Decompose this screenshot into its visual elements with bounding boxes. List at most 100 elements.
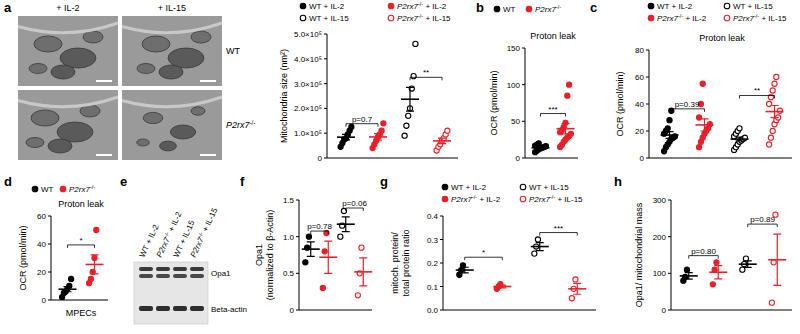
data-point: [573, 277, 578, 282]
data-point: [69, 276, 74, 281]
y-tick: [296, 310, 299, 311]
data-point: [94, 227, 99, 232]
legend-label: P2rx7-/-: [535, 4, 561, 14]
mean-line: [680, 275, 698, 277]
x-axis-label: MPECs: [66, 308, 97, 318]
organelle: [34, 36, 62, 52]
y-tick-label: 3.0×10⁵: [294, 80, 322, 89]
data-point: [413, 41, 418, 46]
significance-bracket: [740, 95, 775, 98]
micrograph: [122, 90, 222, 160]
y-axis-label: OCR (pmol/min): [615, 71, 625, 136]
legend-label: WT + IL-2: [451, 183, 487, 192]
y-tick-label: 0.4: [427, 212, 439, 221]
data-point: [569, 296, 574, 301]
y-tick-label: 60: [635, 73, 644, 82]
organelle: [191, 31, 211, 43]
micrograph: [18, 16, 118, 86]
y-tick: [646, 131, 649, 132]
y-axis-label: Opa1: [254, 244, 264, 266]
text-part: + IL-2: [477, 195, 500, 204]
organelle: [31, 110, 59, 126]
text-part: P2rx7: [397, 2, 418, 11]
panel-letter: a: [4, 0, 12, 15]
band: [156, 267, 170, 271]
data-point: [306, 234, 311, 239]
legend-label: WT: [503, 5, 516, 14]
y-tick-label: 20: [635, 127, 644, 136]
x-axis: [443, 310, 596, 311]
y-tick: [668, 273, 671, 274]
y-tick: [296, 273, 299, 274]
y-tick: [646, 104, 649, 105]
y-axis-label: mitoch. protein/: [390, 232, 400, 294]
legend-label: P2rx7-/- + IL-15: [733, 13, 787, 23]
mean-line: [696, 124, 714, 126]
y-tick: [668, 236, 671, 237]
y-tick-label: 1.0×10⁵: [294, 129, 322, 138]
legend-label: P2rx7-/- + IL-15: [397, 13, 451, 23]
band: [156, 306, 170, 311]
data-point: [404, 123, 409, 128]
data-point: [772, 81, 777, 86]
plot-data: [59, 227, 104, 299]
y-tick: [440, 286, 443, 287]
y-tick: [522, 158, 525, 159]
text-part: P2rx7: [69, 185, 90, 194]
band: [190, 306, 204, 311]
band: [173, 267, 187, 271]
y-tick-label: 0.3: [427, 236, 439, 245]
micrograph: [122, 16, 222, 86]
y-tick: [668, 200, 671, 201]
legend-label: WT + IL-15: [529, 183, 569, 192]
y-tick: [296, 236, 299, 237]
plot-data: [532, 82, 575, 155]
annotation: *: [79, 236, 82, 245]
data-point: [381, 121, 386, 126]
annotation: p=0.7: [352, 115, 373, 124]
y-tick-label: 0: [42, 296, 47, 305]
chart: fOpa1(normalized to β-Actin)00.51.01.5p=…: [240, 174, 372, 315]
text-part: + IL-2: [423, 2, 446, 11]
legend-marker: [300, 15, 306, 21]
data-point: [700, 81, 705, 86]
legend-marker: [442, 196, 448, 202]
plot-data: [456, 237, 587, 301]
y-tick: [522, 121, 525, 122]
column-label: + IL-15: [158, 3, 186, 13]
text-part: P2rx7: [451, 195, 472, 204]
legend-marker: [526, 6, 532, 12]
organelle: [29, 64, 47, 74]
mean-line: [337, 136, 355, 138]
legend-marker: [442, 184, 448, 190]
chart: cProton leakOCR (pmol/min)020406080p=0.3…: [590, 0, 792, 163]
membrane: [18, 23, 118, 33]
data-point: [303, 260, 308, 265]
significance-bracket: [748, 224, 778, 227]
legend-marker: [388, 3, 394, 9]
y-tick: [324, 158, 327, 159]
data-point: [665, 126, 670, 131]
legend-label: WT + IL-15: [733, 2, 773, 11]
band: [139, 306, 153, 311]
mean-line: [319, 256, 337, 258]
y-tick-label: 5.0×10⁵: [294, 30, 322, 39]
chart: gmitoch. protein/total protein ratio0.00…: [380, 174, 596, 315]
text-part: P2rx7: [535, 5, 556, 14]
legend-label: P2rx7-/- + IL-2: [397, 1, 447, 11]
panel-letter: e: [120, 174, 127, 189]
chart-title: Proton leak: [530, 31, 576, 41]
y-tick: [440, 263, 443, 264]
mean-line: [557, 128, 575, 130]
legend-label: WT + IL-2: [657, 2, 693, 11]
y-axis-label: (normalized to β-Actin): [265, 210, 275, 301]
panel-letter: c: [590, 0, 597, 15]
legend-label: WT + IL-15: [309, 14, 349, 23]
y-tick: [324, 34, 327, 35]
y-tick-label: 0.2: [427, 259, 439, 268]
legend-marker: [724, 3, 730, 9]
legend-label: WT + IL-2: [309, 2, 345, 11]
data-point: [777, 108, 782, 113]
plot-data: [302, 208, 373, 298]
significance-bracket: [410, 77, 442, 80]
